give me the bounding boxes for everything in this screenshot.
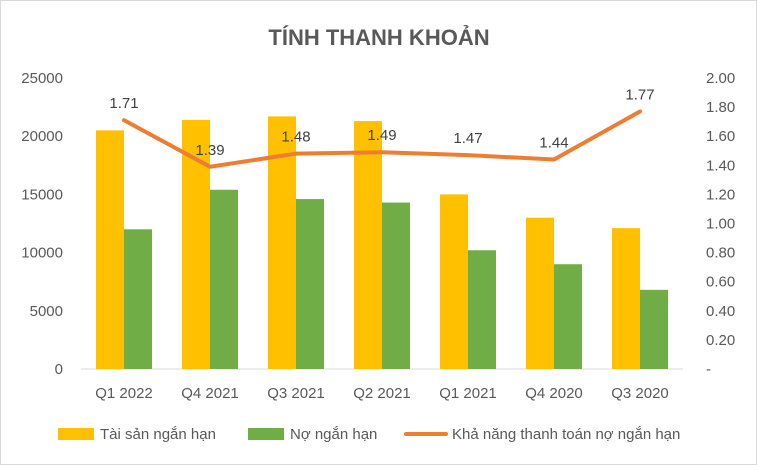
bar-no-ngan-han: [468, 250, 496, 369]
bar-tai-san-ngan-han: [440, 194, 468, 369]
right-axis-tick-label: 1.80: [706, 99, 735, 116]
right-axis-tick-label: -: [706, 361, 711, 378]
right-axis-tick-label: 2.00: [706, 70, 735, 87]
x-axis-tick-label: Q4 2020: [525, 385, 583, 402]
legend-label: Nợ ngắn hạn: [290, 426, 377, 443]
legend-swatch: [248, 428, 284, 440]
line-data-label: 1.39: [195, 142, 224, 159]
right-axis-tick-label: 1.60: [706, 128, 735, 145]
line-data-label: 1.48: [281, 129, 310, 146]
x-axis-tick-label: Q1 2021: [439, 385, 497, 402]
legend-label: Tài sản ngắn hạn: [100, 426, 216, 443]
line-series-group: 1.71 1.39 1.48 1.49 1.47 1.44 1.77: [109, 86, 655, 169]
line-data-label: 1.47: [453, 130, 482, 147]
left-axis-tick-label: 15000: [21, 186, 63, 203]
x-axis-tick-label: Q1 2022: [95, 385, 153, 402]
left-axis-tick-label: 20000: [21, 128, 63, 145]
bar-tai-san-ngan-han: [612, 228, 640, 369]
bar-tai-san-ngan-han: [354, 121, 382, 370]
x-axis-tick-label: Q3 2021: [267, 385, 325, 402]
left-axis-tick-label: 5000: [30, 303, 63, 320]
chart-title: TÍNH THANH KHOẢN: [268, 25, 489, 50]
right-axis-tick-label: 0.40: [706, 303, 735, 320]
bar-tai-san-ngan-han: [96, 130, 124, 369]
bar-no-ngan-han: [382, 202, 410, 369]
left-axis-ticks: 0 5000 10000 15000 20000 25000: [21, 70, 63, 378]
left-axis-tick-label: 25000: [21, 70, 63, 87]
x-axis-tick-label: Q2 2021: [353, 385, 411, 402]
right-axis-tick-label: 1.20: [706, 186, 735, 203]
line-kha-nang-thanh-toan: [122, 109, 642, 169]
legend: Tài sản ngắn hạn Nợ ngắn hạn Khả năng than…: [58, 426, 680, 443]
bar-no-ngan-han: [554, 264, 582, 369]
bar-series-group: [96, 116, 668, 370]
x-axis-tick-label: Q3 2020: [611, 385, 669, 402]
right-axis-tick-label: 0.60: [706, 274, 735, 291]
bar-no-ngan-han: [124, 229, 152, 369]
right-axis-tick-label: 0.20: [706, 332, 735, 349]
x-axis-tick-label: Q4 2021: [181, 385, 239, 402]
right-axis-ticks: - 0.20 0.40 0.60 0.80 1.00 1.20 1.40 1.60 1.80 2.0…: [706, 70, 735, 378]
left-axis-tick-label: 0: [55, 361, 63, 378]
line-data-label: 1.71: [109, 95, 138, 112]
legend-label: Khả năng thanh toán nợ ngắn hạn: [452, 426, 680, 443]
line-data-label: 1.49: [367, 127, 396, 144]
legend-swatch: [58, 428, 94, 440]
line-data-label: 1.44: [539, 134, 568, 151]
bar-no-ngan-han: [640, 289, 668, 369]
x-axis-ticks: Q1 2022 Q4 2021 Q3 2021 Q2 2021 Q1 2021 Q4 20…: [95, 385, 669, 402]
line-data-label: 1.77: [625, 86, 654, 103]
right-axis-tick-label: 1.00: [706, 216, 735, 233]
bar-tai-san-ngan-han: [526, 217, 554, 369]
left-axis-tick-label: 10000: [21, 245, 63, 262]
bar-no-ngan-han: [296, 199, 324, 369]
right-axis-tick-label: 0.80: [706, 245, 735, 262]
right-axis-tick-label: 1.40: [706, 157, 735, 174]
bar-no-ngan-han: [210, 189, 238, 369]
